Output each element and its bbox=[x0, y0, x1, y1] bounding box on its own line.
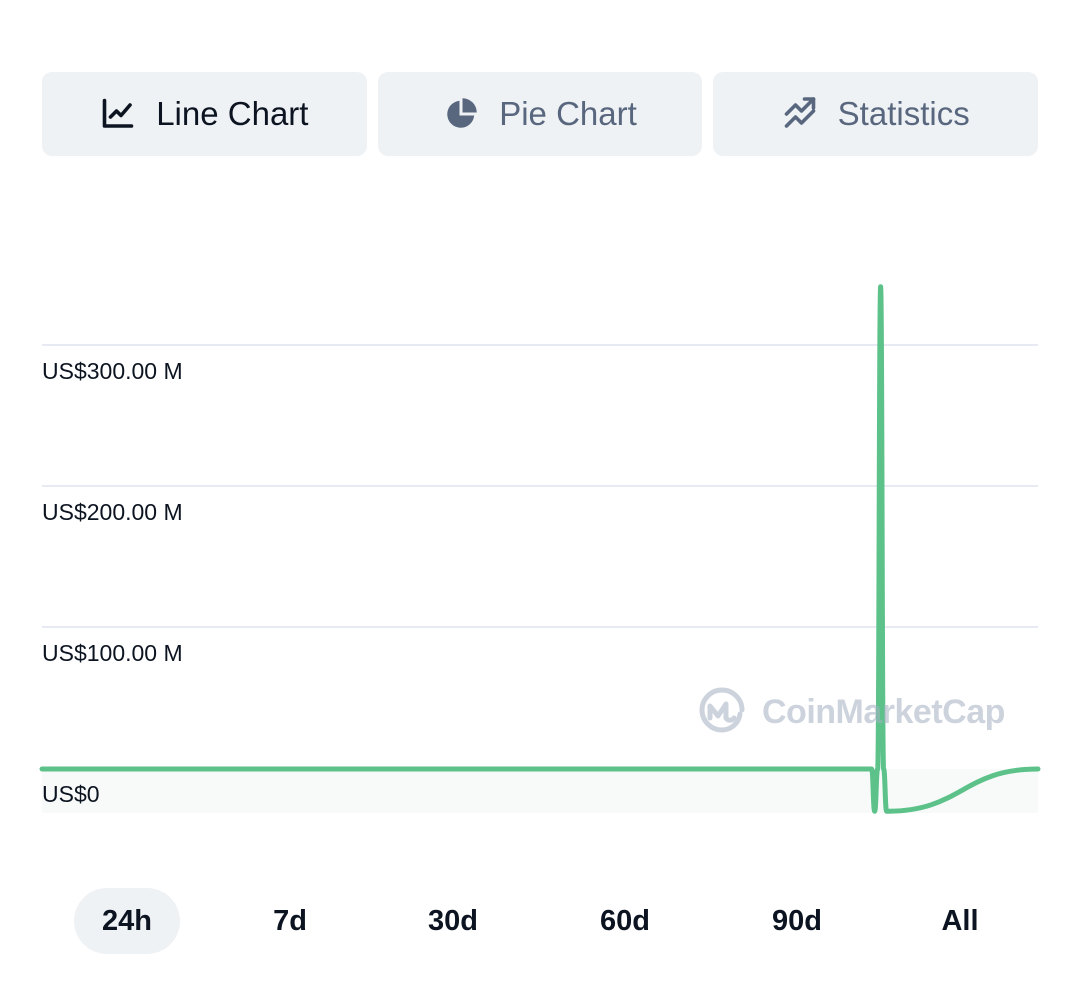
range-90d[interactable]: 90d bbox=[772, 904, 822, 937]
range-30d[interactable]: 30d bbox=[428, 904, 478, 937]
tab-label: Pie Chart bbox=[499, 95, 637, 132]
watermark: CoinMarketCap bbox=[696, 684, 1005, 741]
time-range-selector: 24h 7d 30d 60d 90d All bbox=[42, 888, 1038, 954]
y-tick-label: US$200.00 M bbox=[42, 499, 183, 525]
area-fill bbox=[42, 769, 1038, 813]
tab-line-chart[interactable]: Line Chart bbox=[42, 72, 367, 156]
statistics-icon bbox=[782, 96, 818, 132]
watermark-text: CoinMarketCap bbox=[762, 693, 1005, 731]
range-60d[interactable]: 60d bbox=[600, 904, 650, 937]
chart-type-tabs: Line Chart Pie Chart Statistics bbox=[42, 72, 1039, 156]
coinmarketcap-logo-icon bbox=[696, 684, 748, 741]
range-all[interactable]: All bbox=[941, 904, 979, 937]
range-24h[interactable]: 24h bbox=[74, 888, 180, 954]
y-tick-label: US$0 bbox=[42, 781, 100, 807]
tab-label: Statistics bbox=[837, 95, 970, 132]
tab-statistics[interactable]: Statistics bbox=[713, 72, 1039, 156]
series-line bbox=[39, 284, 1041, 814]
tab-label: Line Chart bbox=[156, 95, 309, 132]
range-7d[interactable]: 7d bbox=[273, 904, 307, 937]
y-tick-label: US$300.00 M bbox=[42, 358, 183, 384]
y-tick-label: US$100.00 M bbox=[42, 640, 183, 666]
line-chart-icon bbox=[100, 96, 136, 132]
tab-pie-chart[interactable]: Pie Chart bbox=[377, 72, 703, 156]
pie-chart-icon bbox=[443, 96, 479, 132]
